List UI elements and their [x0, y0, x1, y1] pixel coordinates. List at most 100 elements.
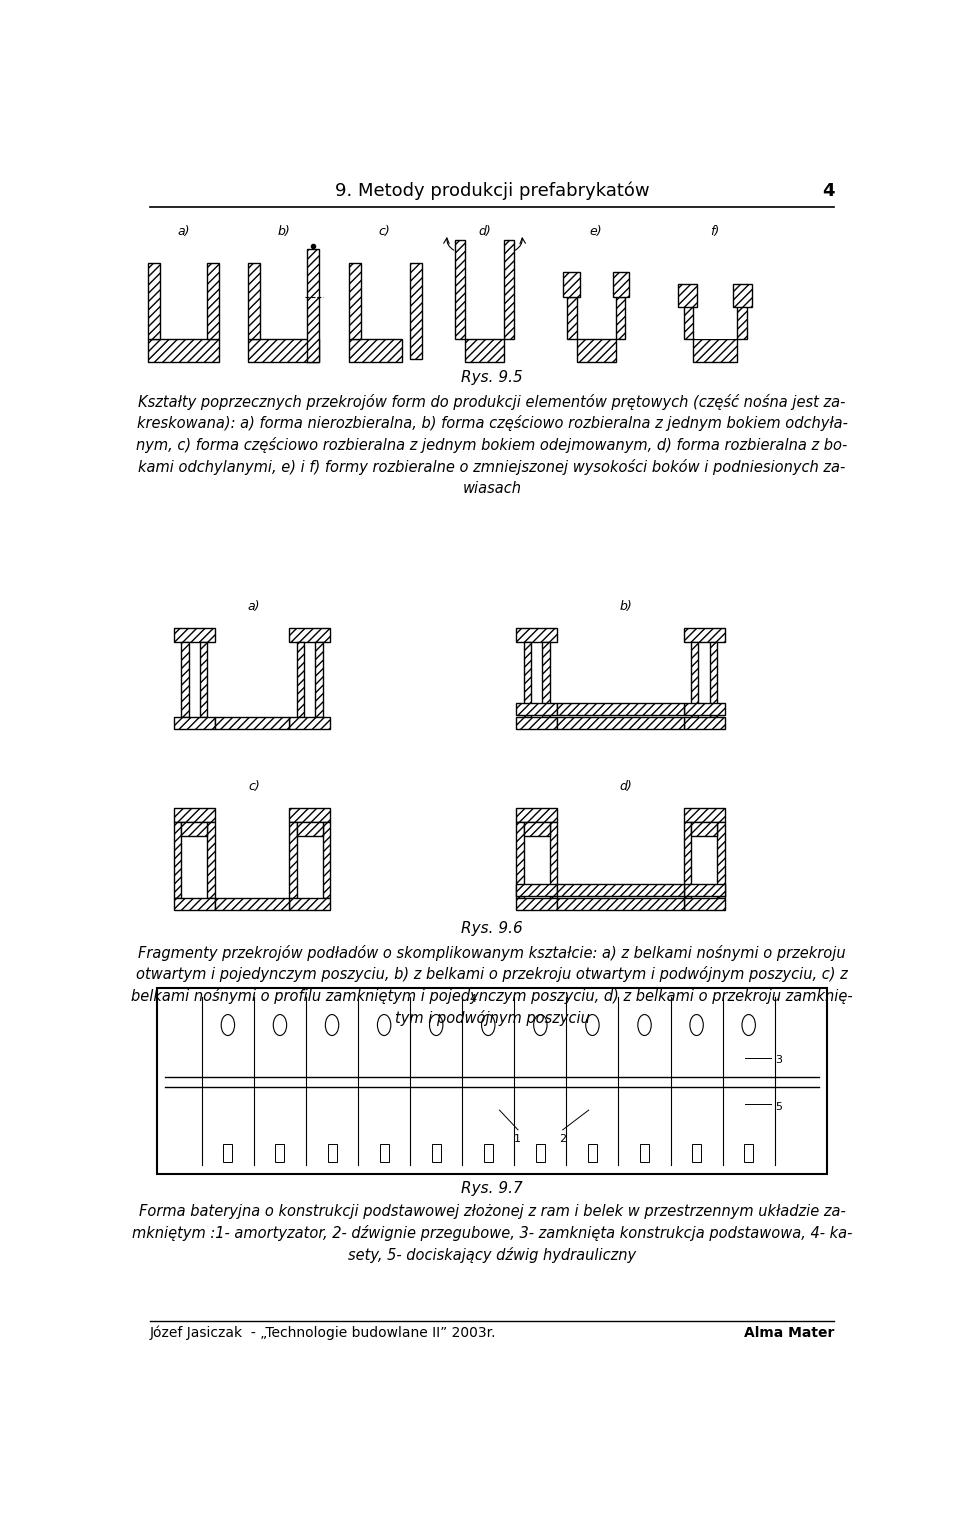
Bar: [516, 884, 557, 896]
Bar: [410, 263, 421, 359]
Text: 5: 5: [775, 1101, 781, 1112]
Bar: [215, 717, 289, 729]
Text: b): b): [619, 599, 633, 613]
Bar: [557, 704, 684, 716]
Bar: [737, 304, 747, 339]
Bar: [577, 339, 615, 362]
Text: 4: 4: [822, 182, 834, 200]
Bar: [157, 988, 827, 1174]
Text: f): f): [710, 224, 720, 238]
Bar: [276, 1144, 284, 1162]
Bar: [215, 899, 289, 909]
Bar: [691, 642, 699, 717]
Bar: [564, 271, 580, 297]
Bar: [542, 642, 550, 717]
Text: 2: 2: [559, 1133, 566, 1144]
Bar: [484, 1144, 492, 1162]
Bar: [679, 284, 697, 307]
Bar: [733, 284, 752, 307]
Bar: [148, 339, 219, 362]
Bar: [181, 642, 189, 717]
Bar: [557, 899, 684, 909]
Bar: [684, 628, 725, 642]
Text: a): a): [177, 224, 189, 238]
Bar: [174, 628, 215, 642]
Bar: [289, 808, 330, 823]
Text: a): a): [248, 599, 260, 613]
Bar: [523, 642, 531, 717]
Bar: [297, 823, 323, 837]
Bar: [174, 823, 181, 899]
Text: c): c): [248, 781, 260, 793]
Text: Alma Mater: Alma Mater: [744, 1325, 834, 1339]
Bar: [516, 823, 523, 899]
Bar: [684, 899, 725, 909]
Bar: [200, 642, 207, 717]
Bar: [684, 823, 691, 899]
Bar: [692, 1144, 701, 1162]
Text: 1: 1: [515, 1133, 521, 1144]
Bar: [557, 884, 684, 896]
Bar: [684, 717, 725, 729]
Bar: [717, 823, 725, 899]
Bar: [207, 823, 215, 899]
Bar: [516, 899, 557, 909]
Bar: [567, 297, 577, 339]
Text: d): d): [478, 224, 491, 238]
Bar: [588, 1144, 597, 1162]
Bar: [297, 642, 304, 717]
Text: 4: 4: [469, 994, 477, 1003]
Bar: [327, 1144, 337, 1162]
Text: 9. Metody produkcji prefabrykatów: 9. Metody produkcji prefabrykatów: [335, 182, 649, 200]
Bar: [289, 628, 330, 642]
Bar: [224, 1144, 232, 1162]
Text: Józef Jasiczak  - „Technologie budowlane II” 2003r.: Józef Jasiczak - „Technologie budowlane …: [150, 1325, 496, 1341]
Bar: [516, 808, 557, 823]
Bar: [466, 339, 504, 362]
Bar: [249, 339, 319, 362]
Bar: [432, 1144, 441, 1162]
Bar: [174, 899, 215, 909]
Bar: [684, 304, 693, 339]
Bar: [289, 823, 297, 899]
Bar: [693, 339, 737, 362]
Text: b): b): [277, 224, 290, 238]
Bar: [174, 717, 215, 729]
Bar: [289, 717, 330, 729]
Bar: [744, 1144, 754, 1162]
Text: Rys. 9.7: Rys. 9.7: [461, 1182, 523, 1197]
Text: e): e): [589, 224, 603, 238]
Bar: [348, 263, 361, 339]
Bar: [557, 717, 684, 729]
Bar: [504, 241, 515, 339]
Bar: [315, 642, 323, 717]
Bar: [516, 628, 557, 642]
Bar: [307, 250, 319, 362]
Bar: [684, 884, 725, 896]
Text: 3: 3: [775, 1056, 781, 1065]
Text: Rys. 9.5: Rys. 9.5: [461, 371, 523, 386]
Bar: [348, 339, 401, 362]
Bar: [523, 823, 550, 837]
Bar: [455, 241, 466, 339]
Bar: [615, 297, 625, 339]
Bar: [691, 823, 717, 837]
Bar: [695, 325, 735, 339]
Text: d): d): [619, 781, 633, 793]
Bar: [249, 263, 260, 339]
Bar: [289, 899, 330, 909]
Bar: [612, 271, 629, 297]
Bar: [148, 263, 159, 339]
Bar: [640, 1144, 649, 1162]
Text: c): c): [378, 224, 390, 238]
Bar: [684, 808, 725, 823]
Text: Forma bateryjna o konstrukcji podstawowej złożonej z ram i belek w przestrzennym: Forma bateryjna o konstrukcji podstawowe…: [132, 1204, 852, 1263]
Bar: [379, 1144, 389, 1162]
Bar: [206, 263, 219, 339]
Text: Kształty poprzecznych przekrojów form do produkcji elementów prętowych (część no: Kształty poprzecznych przekrojów form do…: [136, 393, 848, 496]
Bar: [323, 823, 330, 899]
Bar: [516, 704, 557, 716]
Bar: [181, 823, 207, 837]
Text: Fragmenty przekrojów podładów o skomplikowanym kształcie: a) z belkami nośnymi o: Fragmenty przekrojów podładów o skomplik…: [132, 944, 852, 1026]
Text: Rys. 9.6: Rys. 9.6: [461, 921, 523, 937]
